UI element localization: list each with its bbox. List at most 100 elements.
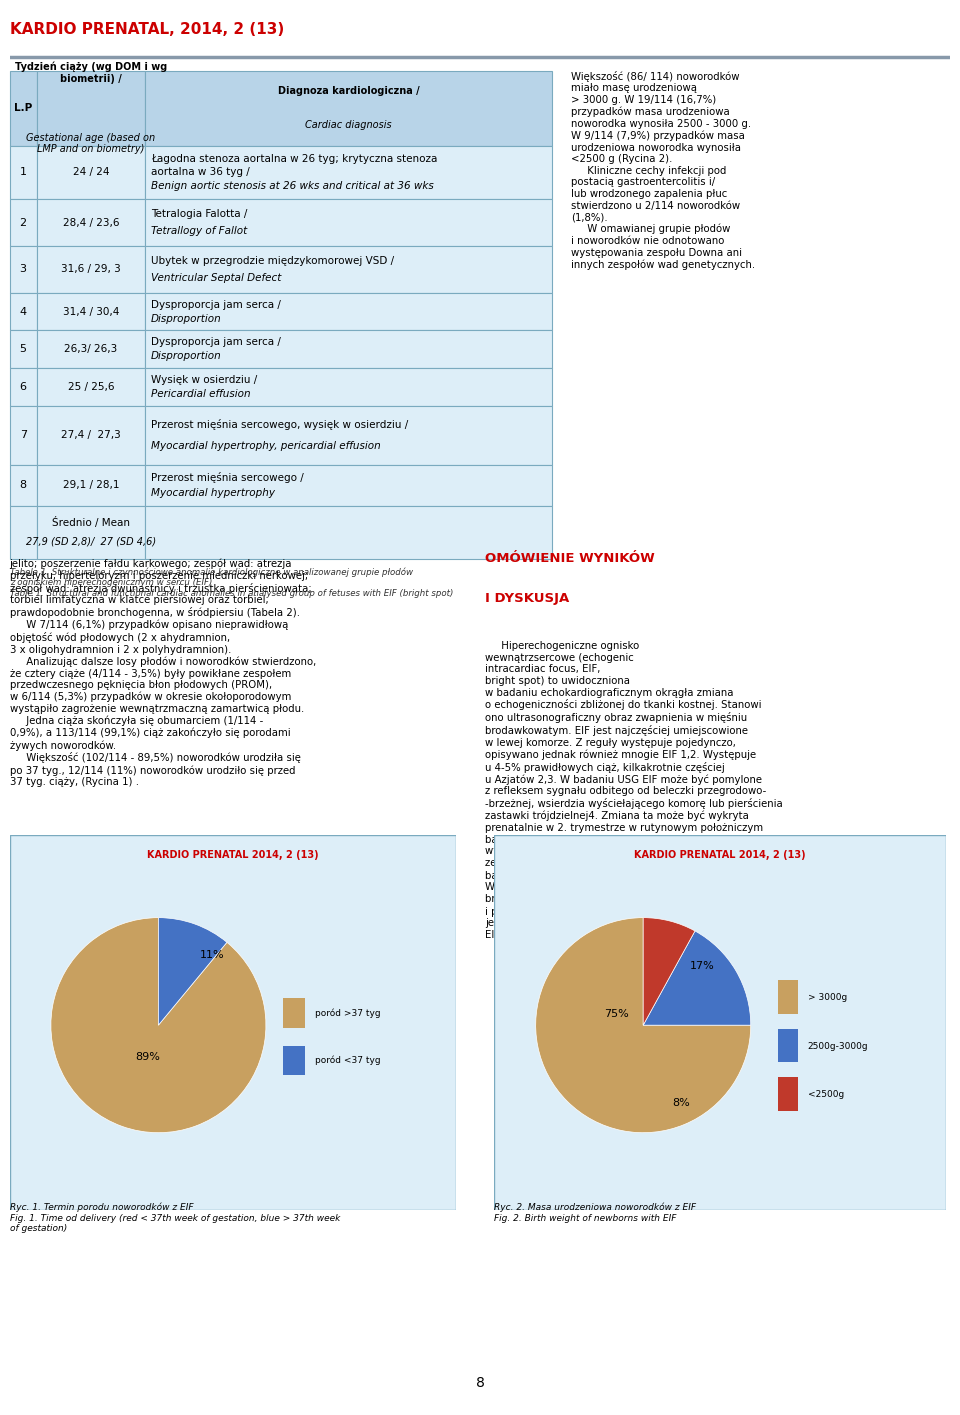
Bar (36, 466, 145, 505)
Bar (10, 406, 36, 466)
Text: Pericardial effusion: Pericardial effusion (151, 389, 251, 399)
Bar (145, 71, 552, 146)
Bar (10, 146, 36, 200)
Text: OMÓWIENIE WYNIKÓW: OMÓWIENIE WYNIKÓW (485, 552, 655, 565)
Text: Benign aortic stenosis at 26 wks and critical at 36 wks: Benign aortic stenosis at 26 wks and cri… (151, 181, 434, 191)
Text: Hiperechogeniczne ognisko
wewnątrzsercowe (echogenic
intracardiac focus, EIF,
br: Hiperechogeniczne ognisko wewnątrzsercow… (485, 641, 782, 940)
Bar (145, 293, 552, 331)
Text: Cardiac diagnosis: Cardiac diagnosis (305, 120, 392, 130)
Bar (145, 406, 552, 466)
Bar (145, 466, 552, 505)
Text: jelito; poszerzenie fałdu karkowego; zespół wad: atrezja
przełyku, hiperteloryzm: jelito; poszerzenie fałdu karkowego; zes… (10, 559, 316, 787)
Text: Średnio / Mean: Średnio / Mean (52, 518, 130, 528)
Text: 27,4 /  27,3: 27,4 / 27,3 (61, 430, 121, 440)
Bar (10, 71, 36, 146)
Text: 1: 1 (19, 167, 27, 177)
Text: 2500g-3000g: 2500g-3000g (807, 1041, 869, 1051)
Bar (10, 505, 36, 559)
Text: 17%: 17% (690, 961, 714, 971)
Text: 26,3/ 26,3: 26,3/ 26,3 (64, 344, 117, 354)
Text: Łagodna stenoza aortalna w 26 tyg; krytyczna stenoza: Łagodna stenoza aortalna w 26 tyg; kryty… (151, 154, 438, 164)
Text: Disproportion: Disproportion (151, 314, 222, 324)
Text: Dysproporcja jam serca /: Dysproporcja jam serca / (151, 300, 281, 310)
Text: Wysięk w osierdziu /: Wysięk w osierdziu / (151, 375, 257, 385)
Wedge shape (536, 918, 751, 1132)
Bar (10, 331, 36, 368)
Wedge shape (51, 918, 266, 1132)
Bar (36, 146, 145, 200)
Bar (36, 505, 145, 559)
Text: 7: 7 (19, 430, 27, 440)
Bar (145, 146, 552, 200)
Bar (145, 331, 552, 368)
Text: 8: 8 (19, 480, 27, 491)
Text: 4: 4 (19, 307, 27, 317)
Text: 25 / 25,6: 25 / 25,6 (68, 382, 114, 392)
Text: Myocardial hypertrophy: Myocardial hypertrophy (151, 488, 275, 498)
Text: 27,9 (SD 2,8)/  27 (SD 4,6): 27,9 (SD 2,8)/ 27 (SD 4,6) (26, 536, 156, 548)
Bar (36, 406, 145, 466)
Text: L.P: L.P (14, 103, 33, 113)
Text: Przerost mięśnia sercowego, wysięk w osierdziu /: Przerost mięśnia sercowego, wysięk w osi… (151, 419, 408, 430)
Bar (10, 368, 36, 406)
Bar (778, 981, 798, 1015)
Text: 31,4 / 30,4: 31,4 / 30,4 (62, 307, 119, 317)
Bar (145, 200, 552, 246)
Text: Tabela 1. Strukturalne i czynnościowe anomalie kardiologiczne w analizowanej gru: Tabela 1. Strukturalne i czynnościowe an… (10, 567, 453, 597)
Text: > 3000g: > 3000g (807, 993, 847, 1002)
Wedge shape (158, 918, 227, 1024)
Text: aortalna w 36 tyg /: aortalna w 36 tyg / (151, 167, 250, 177)
Bar (283, 998, 305, 1027)
Text: Dysproporcja jam serca /: Dysproporcja jam serca / (151, 337, 281, 347)
Text: Ryc. 2. Masa urodzeniowa noworodków z EIF
Fig. 2. Birth weight of newborns with : Ryc. 2. Masa urodzeniowa noworodków z EI… (494, 1203, 696, 1223)
Text: poród >37 tyg: poród >37 tyg (315, 1007, 381, 1017)
Text: 8: 8 (475, 1377, 485, 1390)
Text: KARDIO PRENATAL 2014, 2 (13): KARDIO PRENATAL 2014, 2 (13) (147, 850, 319, 860)
Wedge shape (643, 918, 695, 1024)
Bar (10, 293, 36, 331)
Text: KARDIO PRENATAL, 2014, 2 (13): KARDIO PRENATAL, 2014, 2 (13) (10, 23, 284, 37)
Text: Tetrallogy of Fallot: Tetrallogy of Fallot (151, 226, 248, 236)
Text: Ventricular Septal Defect: Ventricular Septal Defect (151, 273, 281, 283)
Text: Disproportion: Disproportion (151, 351, 222, 361)
Text: poród <37 tyg: poród <37 tyg (315, 1056, 381, 1065)
Bar (10, 200, 36, 246)
Bar (36, 71, 145, 146)
Text: I DYSKUSJA: I DYSKUSJA (485, 591, 569, 604)
Bar (10, 246, 36, 293)
Bar (36, 246, 145, 293)
Text: 29,1 / 28,1: 29,1 / 28,1 (62, 480, 119, 491)
Bar (283, 1046, 305, 1075)
Bar (36, 368, 145, 406)
Bar (10, 466, 36, 505)
Bar (145, 368, 552, 406)
Text: 3: 3 (19, 265, 27, 275)
Text: 75%: 75% (604, 1009, 629, 1019)
Text: Myocardial hypertrophy, pericardial effusion: Myocardial hypertrophy, pericardial effu… (151, 441, 381, 451)
Bar (145, 505, 552, 559)
Text: Tydzień ciąży (wg DOM i wg
biometrii) /: Tydzień ciąży (wg DOM i wg biometrii) / (14, 62, 167, 83)
Text: 11%: 11% (200, 951, 225, 961)
Text: Przerost mięśnia sercowego /: Przerost mięśnia sercowego / (151, 473, 303, 484)
Text: Diagnoza kardiologiczna /: Diagnoza kardiologiczna / (277, 86, 420, 96)
Text: Większość (86/ 114) noworodków
miało masę urodzeniową
> 3000 g. W 19/114 (16,7%): Większość (86/ 114) noworodków miało mas… (571, 71, 756, 270)
Text: Ryc. 1. Termin porodu noworodków z EIF
Fig. 1. Time od delivery (red < 37th week: Ryc. 1. Termin porodu noworodków z EIF F… (10, 1203, 340, 1232)
Bar (778, 1077, 798, 1111)
Text: 89%: 89% (135, 1053, 160, 1063)
Text: Ubytek w przegrodzie międzykomorowej VSD /: Ubytek w przegrodzie międzykomorowej VSD… (151, 256, 395, 266)
Text: <2500g: <2500g (807, 1090, 844, 1099)
Bar (145, 246, 552, 293)
Bar (36, 293, 145, 331)
Text: KARDIO PRENATAL 2014, 2 (13): KARDIO PRENATAL 2014, 2 (13) (635, 850, 805, 860)
Text: 24 / 24: 24 / 24 (73, 167, 109, 177)
Text: 6: 6 (19, 382, 27, 392)
Text: 31,6 / 29, 3: 31,6 / 29, 3 (61, 265, 121, 275)
Text: 2: 2 (19, 218, 27, 228)
Wedge shape (643, 931, 751, 1024)
Text: 28,4 / 23,6: 28,4 / 23,6 (62, 218, 119, 228)
Text: Tetralogia Falotta /: Tetralogia Falotta / (151, 209, 248, 219)
Bar (36, 200, 145, 246)
Bar (778, 1029, 798, 1063)
Text: 8%: 8% (672, 1098, 689, 1108)
Text: Gestational age (based on
LMP and on biometry): Gestational age (based on LMP and on bio… (26, 133, 156, 154)
